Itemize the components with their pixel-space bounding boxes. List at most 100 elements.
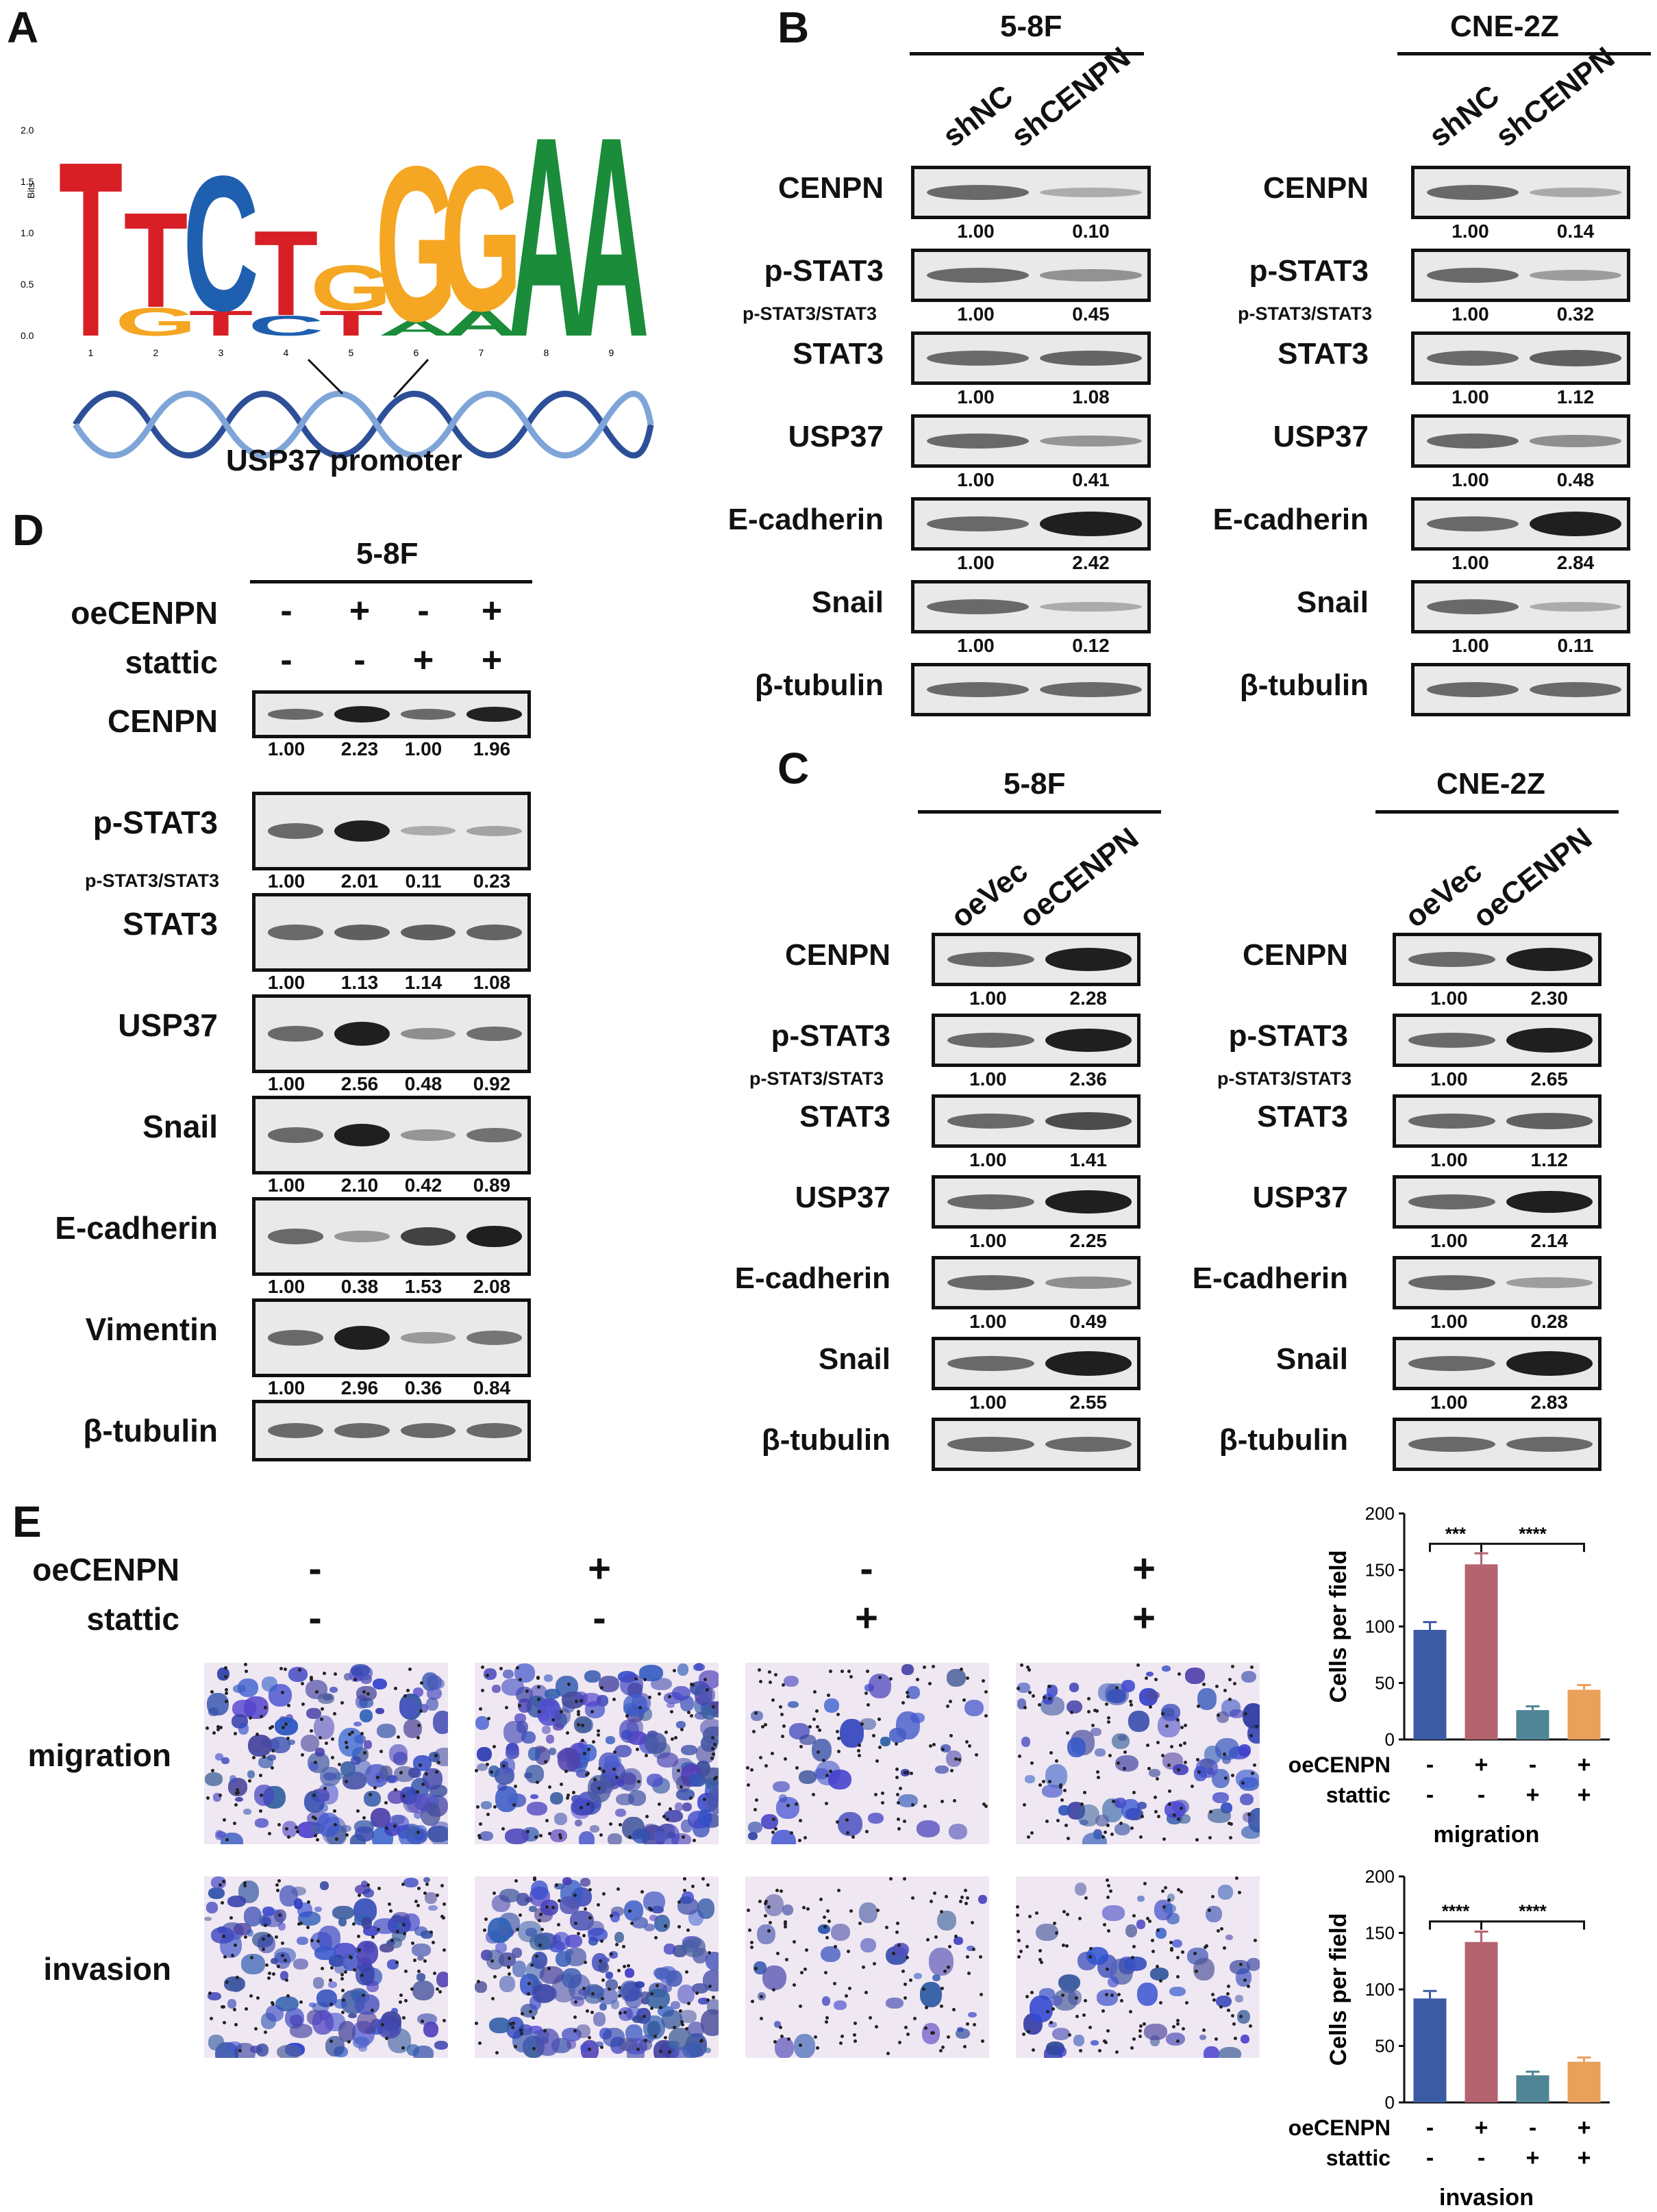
e-cell: [1225, 1935, 1233, 1941]
e-pore: [356, 1809, 360, 1813]
e-cell: [1017, 1682, 1030, 1693]
e-cell: [1205, 1905, 1222, 1922]
e-pore: [1231, 1665, 1235, 1669]
e-pore: [803, 1968, 808, 1972]
b-lane-shcenpn-right: shCENPN: [1489, 40, 1621, 154]
treat-sign-1-2: +: [1526, 1782, 1540, 1808]
e-pore: [366, 1883, 370, 1887]
e-pore: [947, 2035, 951, 2039]
e-cell: [783, 1676, 799, 1687]
e-cell: [687, 2021, 705, 2037]
e-pore: [836, 1736, 840, 1740]
e-pore: [286, 1703, 290, 1707]
e-pore: [1088, 2025, 1093, 2029]
e-pore: [271, 1748, 275, 1752]
e-pore: [892, 1951, 896, 1955]
e-pore: [244, 2007, 248, 2011]
e-pore: [1046, 2009, 1050, 2013]
e-pore: [617, 1969, 621, 1973]
e-cell: [683, 1937, 706, 1958]
e-pore: [480, 1665, 484, 1669]
e-pore: [476, 1980, 480, 1984]
e-pore: [252, 1756, 256, 1760]
e-sign-0-1: +: [588, 1546, 611, 1591]
e-pore: [941, 2045, 945, 2049]
e-pore: [967, 1744, 971, 1748]
e-pore: [940, 1986, 944, 1990]
e-cell: [621, 1730, 633, 1739]
e-cell: [476, 1763, 488, 1772]
e-pore: [1086, 1697, 1091, 1701]
e-pore: [1223, 1946, 1227, 1950]
panel_c-blot-left-3-band: [1045, 1190, 1132, 1214]
e-pore: [399, 1994, 403, 1997]
e-pore: [819, 1897, 823, 1901]
e-pore: [853, 2022, 857, 2026]
e-pore: [1214, 2037, 1219, 2041]
e-pore: [815, 2046, 819, 2050]
e-pore: [1088, 1946, 1093, 1950]
e-cell: [610, 1780, 619, 1789]
e-pore: [836, 1820, 840, 1824]
e-pore: [1048, 1780, 1052, 1784]
e-pore: [1233, 2037, 1237, 2041]
e-treat-label-1: stattic: [86, 1601, 179, 1637]
e-pore: [930, 2031, 934, 2035]
e-pore: [1107, 1883, 1111, 1887]
bar-3: [1567, 1689, 1601, 1739]
panel_b-blot-left-0-band: [1040, 188, 1142, 197]
e-pore: [416, 1887, 421, 1891]
e-cell: [1075, 1882, 1087, 1896]
panel_c-blot-right-1-band: [1506, 1028, 1593, 1053]
e-sign-0-0: -: [308, 1546, 322, 1591]
panel_b-label-left-6: β-tubulin: [754, 668, 884, 702]
e-pore: [680, 2020, 684, 2024]
e-cell: [262, 1676, 278, 1692]
e-pore: [951, 2008, 956, 2012]
e-pore: [544, 1759, 548, 1763]
e-pore: [416, 1723, 421, 1727]
e-pore: [236, 1787, 240, 1792]
panel_c-quant-left-2-1: 1.41: [1069, 1149, 1108, 1170]
panel_c-subnote-left: p-STAT3/STAT3: [749, 1068, 884, 1089]
e-sign-1-3: +: [1132, 1596, 1156, 1640]
treat-sign-0-0: -: [1426, 1752, 1434, 1778]
treat-sign-0-1: +: [1475, 1752, 1488, 1778]
e-pore: [895, 1931, 899, 1935]
e-cell: [640, 1991, 650, 1998]
e-pore: [281, 1691, 285, 1695]
e-cell: [497, 1783, 508, 1791]
e-cell: [1124, 1956, 1147, 1972]
e-pore: [593, 1777, 597, 1781]
d-blot-7-band: [466, 1422, 522, 1439]
e-cell: [1047, 2022, 1058, 2028]
d-blot-3: [252, 994, 531, 1073]
panel_b-blot-right-1-band: [1530, 270, 1621, 281]
e-cell: [1218, 2047, 1242, 2058]
panel_c-quant-left-3-0: 1.00: [969, 1230, 1007, 1251]
e-cell: [597, 1961, 609, 1974]
e-cell: [217, 1667, 230, 1681]
e-pore: [220, 2004, 224, 2009]
e-cell: [479, 1831, 493, 1841]
e-pore: [948, 1945, 952, 1949]
e-pore: [690, 1885, 695, 1889]
e-pore: [517, 1703, 521, 1707]
e-pore: [597, 1766, 601, 1770]
e-pore: [584, 1960, 588, 1964]
e-cell: [662, 2010, 682, 2029]
e-cell: [386, 1775, 399, 1783]
e-pore: [413, 1958, 417, 1962]
bar-1: [1465, 1941, 1498, 2102]
e-pore: [360, 1731, 364, 1735]
e-pore: [573, 2015, 577, 2020]
e-cell: [288, 1667, 308, 1682]
e-pore: [396, 1929, 400, 1933]
e-pore: [868, 2016, 872, 2020]
e-cell: [1217, 1885, 1234, 1900]
e-pore: [384, 1800, 388, 1805]
e-pore: [636, 1747, 640, 1751]
e-cell: [529, 1933, 550, 1951]
e-cell: [423, 1768, 443, 1790]
e-cell: [277, 2044, 301, 2058]
